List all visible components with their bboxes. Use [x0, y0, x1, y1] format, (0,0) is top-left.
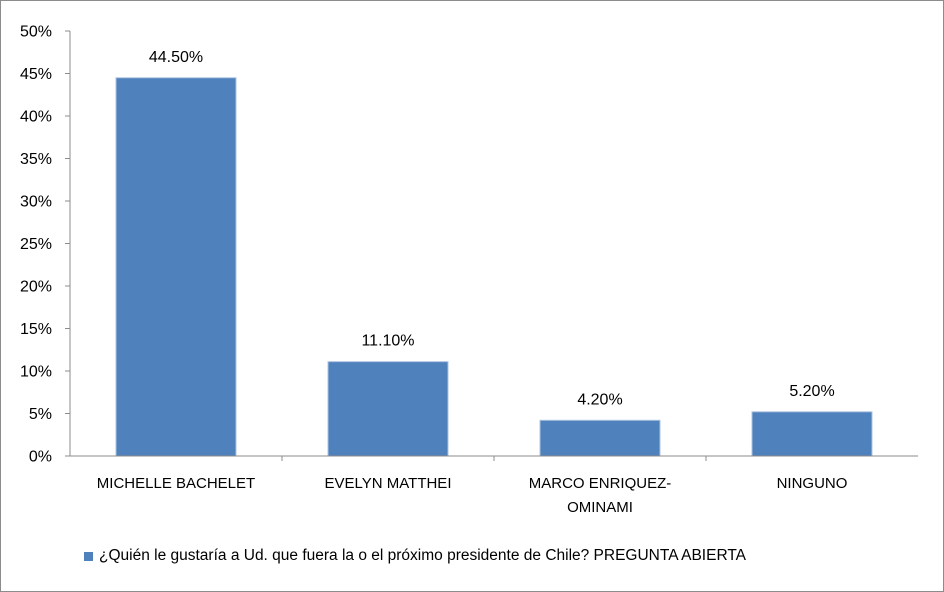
bar [327, 361, 449, 457]
bar [751, 411, 873, 457]
x-category-label: NINGUNO [777, 475, 848, 492]
bar [539, 419, 661, 457]
y-axis-ticks: 0% 5% 10% 15% 20% 25% 30% 35% 40% 45% 50% [20, 24, 70, 466]
data-label: 11.10% [361, 333, 414, 350]
data-label: 4.20% [577, 391, 622, 408]
y-tick-label: 50% [20, 24, 52, 41]
legend-label: ¿Quién le gustaría a Ud. que fuera la o … [99, 547, 747, 564]
legend-swatch [84, 551, 93, 561]
y-tick-label: 40% [20, 109, 52, 126]
y-tick-label: 15% [20, 321, 52, 338]
y-tick-label: 5% [29, 406, 52, 423]
y-tick-label: 20% [20, 279, 52, 296]
y-tick-label: 10% [20, 364, 52, 381]
data-label: 5.20% [789, 383, 834, 400]
bars [115, 77, 873, 457]
x-category-label: MICHELLE BACHELET [97, 475, 255, 492]
data-labels: 44.50% 11.10% 4.20% 5.20% [149, 49, 835, 409]
bar [115, 77, 237, 457]
x-category-label: EVELYN MATTHEI [325, 475, 452, 492]
legend: ¿Quién le gustaría a Ud. que fuera la o … [84, 545, 746, 567]
x-axis-category-labels: MICHELLE BACHELET EVELYN MATTHEI MARCO ENR… [97, 456, 848, 516]
y-tick-label: 30% [20, 194, 52, 211]
data-label: 44.50% [149, 49, 203, 66]
y-tick-label: 45% [20, 66, 52, 83]
x-category-label: OMINAMI [567, 499, 633, 516]
y-tick-label: 0% [29, 449, 52, 466]
x-category-label: MARCO ENRIQUEZ- [529, 475, 672, 492]
y-tick-label: 35% [20, 151, 52, 168]
y-tick-label: 25% [20, 236, 52, 253]
